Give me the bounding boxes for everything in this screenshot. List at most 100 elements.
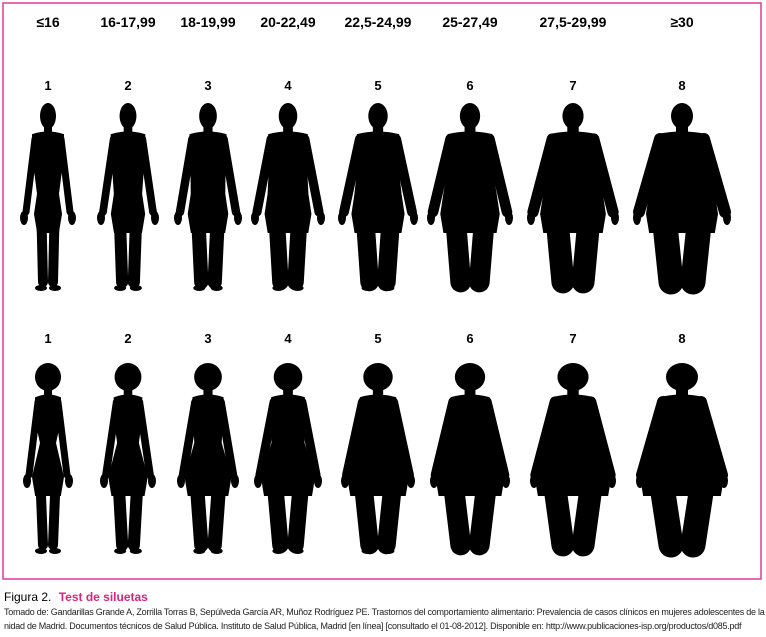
leg xyxy=(127,476,144,552)
leg xyxy=(207,475,227,553)
arm xyxy=(427,133,456,218)
arm xyxy=(481,396,510,481)
foot xyxy=(475,548,488,554)
leg xyxy=(36,215,48,287)
female-silhouette xyxy=(177,363,239,554)
hand xyxy=(723,211,731,225)
silhouette-number: 5 xyxy=(374,331,381,346)
neck xyxy=(372,389,384,399)
torso xyxy=(184,394,232,496)
leg xyxy=(377,210,401,292)
silhouette-number: 7 xyxy=(569,78,576,93)
arm xyxy=(252,134,276,217)
male-silhouette xyxy=(20,103,76,291)
male-silhouette xyxy=(97,103,159,291)
hand xyxy=(251,211,259,225)
bmi-range: 20-22,49 xyxy=(260,14,315,30)
hand xyxy=(97,211,105,225)
neck xyxy=(676,389,688,399)
neck xyxy=(203,389,213,399)
foot xyxy=(114,548,127,554)
foot xyxy=(554,548,567,554)
arm xyxy=(633,133,666,218)
neck xyxy=(676,126,688,136)
hand xyxy=(633,211,641,225)
neck xyxy=(123,126,133,136)
arm xyxy=(22,135,39,216)
male-silhouette xyxy=(174,103,242,291)
foot xyxy=(361,285,374,291)
figure: ≤16 16-17,99 18-19,99 20-22,49 22,5-24,99 25-… xyxy=(2,2,762,580)
silhouette-number: 3 xyxy=(204,331,211,346)
foot xyxy=(210,548,223,554)
leg xyxy=(48,478,61,550)
leg xyxy=(191,212,209,290)
arm xyxy=(54,398,71,479)
arm xyxy=(175,134,197,217)
head xyxy=(278,366,298,392)
foot xyxy=(291,548,304,554)
leg xyxy=(542,471,575,557)
arm xyxy=(178,397,200,480)
head xyxy=(119,103,137,129)
hand xyxy=(430,474,438,488)
hand xyxy=(608,474,616,488)
neck xyxy=(567,389,579,399)
source-text: Tomado de: Gandarillas Grande A, Zorrill… xyxy=(4,607,766,617)
silhouette-number: 2 xyxy=(124,331,131,346)
head xyxy=(562,366,584,392)
hand xyxy=(23,474,31,488)
leg xyxy=(35,478,48,550)
foot xyxy=(272,548,285,554)
leg xyxy=(571,471,604,557)
source-text: nidad de Madrid. Documentos técnicos de … xyxy=(4,621,742,631)
arm xyxy=(588,133,619,218)
head xyxy=(199,366,217,392)
bmi-range: 18-19,99 xyxy=(180,14,235,30)
neck xyxy=(283,126,293,136)
foot xyxy=(452,548,465,554)
head xyxy=(459,366,481,392)
head xyxy=(40,103,56,129)
arm xyxy=(57,135,74,216)
foot xyxy=(554,285,567,291)
leg xyxy=(287,211,308,291)
hand xyxy=(530,474,538,488)
head xyxy=(199,103,217,129)
torso xyxy=(110,131,146,233)
foot xyxy=(663,285,675,291)
arm xyxy=(99,135,118,216)
leg xyxy=(680,470,715,558)
arm xyxy=(527,133,558,218)
foot xyxy=(382,285,395,291)
female-silhouette xyxy=(341,363,415,555)
torso xyxy=(187,131,229,233)
foot xyxy=(193,548,206,554)
foot xyxy=(361,548,374,554)
hand xyxy=(341,474,349,488)
foot xyxy=(35,285,47,291)
foot xyxy=(272,285,285,291)
foot xyxy=(689,285,701,291)
leg xyxy=(48,215,60,287)
silhouette-number: 6 xyxy=(466,331,473,346)
hand xyxy=(410,211,418,225)
silhouette-number: 8 xyxy=(678,78,685,93)
hand xyxy=(314,474,322,488)
hand xyxy=(231,474,239,488)
female-silhouette xyxy=(530,363,616,557)
hand xyxy=(317,211,325,225)
caption-title: Test de siluetas xyxy=(58,590,148,604)
foot xyxy=(663,548,675,554)
neck xyxy=(372,126,384,136)
silhouette-number: 6 xyxy=(466,78,473,93)
foot xyxy=(579,548,592,554)
hand xyxy=(151,211,159,225)
leg xyxy=(545,208,575,294)
leg xyxy=(468,472,498,556)
arm xyxy=(388,397,414,480)
leg xyxy=(112,476,129,552)
leg xyxy=(287,474,310,554)
hand xyxy=(174,211,182,225)
